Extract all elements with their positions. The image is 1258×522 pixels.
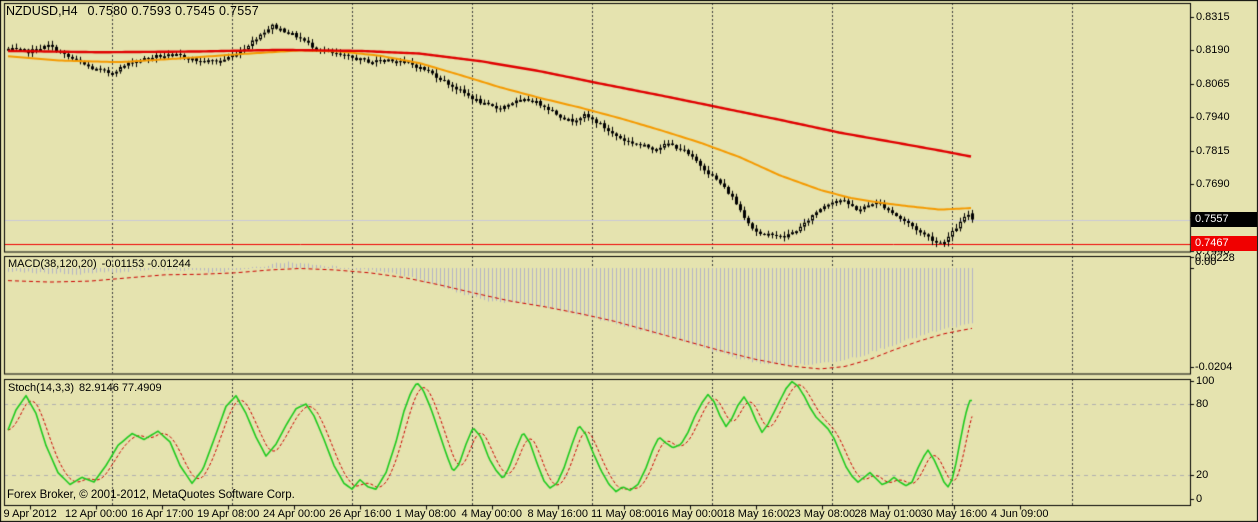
stoch-tick-label: 80 [1196,398,1209,410]
stoch-name: Stoch(14,3,3) [8,382,75,394]
price-tick-label: 0.8315 [1196,11,1230,23]
time-axis-label: 8 May 16:00 [527,508,589,520]
time-axis-label: 18 May 16:00 [722,508,790,520]
time-axis-label: 30 May 16:00 [920,508,988,520]
price-tick-label: 0.7815 [1196,145,1230,157]
ohlc-values-label: 0.7580 0.7593 0.7545 0.7557 [87,4,259,18]
time-axis-label: 19 Apr 08:00 [197,508,260,520]
time-axis-label: 23 May 08:00 [788,508,856,520]
time-axis-label: 11 May 08:00 [591,508,657,520]
price-tick-label: 0.7940 [1196,111,1230,123]
time-axis-label: 16 May 00:00 [656,508,724,520]
stoch-tick-label: 0 [1196,493,1203,505]
stoch-tick-label: 100 [1196,375,1215,387]
time-axis-label: 12 Apr 00:00 [65,508,128,520]
macd-indicator-label: MACD(38,120,20) -0.01153 -0.01244 [8,258,191,271]
time-axis-label: 4 May 00:00 [461,508,523,520]
macd-name: MACD(38,120,20) [8,258,97,270]
macd-tick-label: -0.0204 [1195,361,1233,373]
macd-values: -0.01153 -0.01244 [101,258,191,270]
copyright-text: Forex Broker, © 2001-2012, MetaQuotes So… [7,489,295,501]
symbol-period-label: NZDUSD,H4 [6,4,78,18]
support-price-badge: 0.7467 [1191,236,1257,251]
time-axis-label: 1 May 08:00 [395,508,457,520]
chart-title: NZDUSD,H4 0.7580 0.7593 0.7545 0.7557 [6,4,259,19]
stoch-indicator-label: Stoch(14,3,3) 82.9146 77.4909 [8,382,162,395]
price-tick-label: 0.8190 [1196,44,1230,56]
time-axis-label: 28 May 01:00 [854,508,922,520]
time-axis-label: 4 Jun 09:00 [991,508,1049,520]
time-axis-label: 26 Apr 16:00 [329,508,392,520]
current-price-badge: 0.7557 [1191,212,1257,227]
time-axis-label: 9 Apr 2012 [3,508,57,520]
time-axis-label: 24 Apr 00:00 [263,508,326,520]
stoch-tick-label: 20 [1196,469,1209,481]
macd-tick-label: 0.00228 [1195,252,1235,264]
time-axis-label: 16 Apr 17:00 [131,508,194,520]
macd-tick-label: 0.00 [1195,256,1217,268]
stoch-values: 82.9146 77.4909 [79,382,162,394]
price-tick-label: 0.8065 [1196,78,1230,90]
price-tick-label: 0.7690 [1196,178,1230,190]
